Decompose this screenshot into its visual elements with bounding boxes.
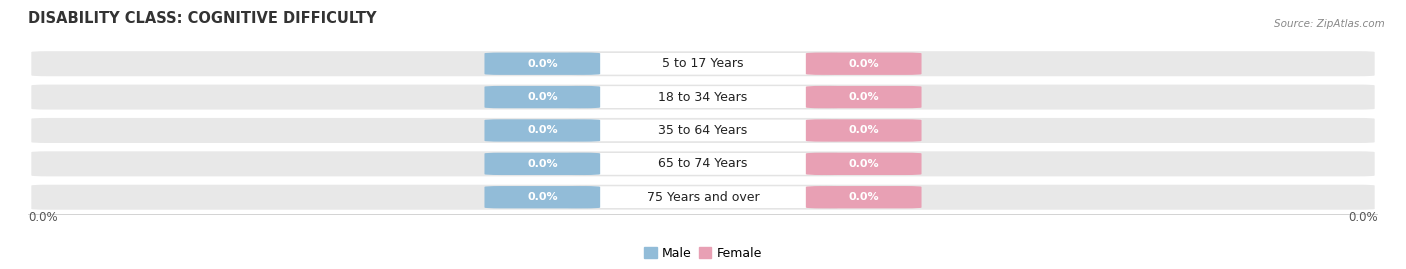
Text: 0.0%: 0.0% [848, 125, 879, 136]
FancyBboxPatch shape [485, 119, 600, 142]
Text: 18 to 34 Years: 18 to 34 Years [658, 91, 748, 104]
FancyBboxPatch shape [806, 52, 921, 75]
Text: 35 to 64 Years: 35 to 64 Years [658, 124, 748, 137]
Text: 0.0%: 0.0% [527, 59, 558, 69]
FancyBboxPatch shape [806, 119, 921, 142]
Text: DISABILITY CLASS: COGNITIVE DIFFICULTY: DISABILITY CLASS: COGNITIVE DIFFICULTY [28, 11, 377, 26]
FancyBboxPatch shape [806, 186, 921, 208]
Text: 0.0%: 0.0% [28, 211, 58, 224]
FancyBboxPatch shape [568, 153, 838, 175]
FancyBboxPatch shape [31, 185, 1375, 210]
FancyBboxPatch shape [485, 186, 600, 208]
FancyBboxPatch shape [568, 186, 838, 208]
FancyBboxPatch shape [568, 52, 838, 75]
Text: 5 to 17 Years: 5 to 17 Years [662, 57, 744, 70]
Text: Source: ZipAtlas.com: Source: ZipAtlas.com [1274, 19, 1385, 29]
Text: 0.0%: 0.0% [527, 125, 558, 136]
FancyBboxPatch shape [485, 86, 600, 108]
Text: 0.0%: 0.0% [527, 192, 558, 202]
FancyBboxPatch shape [806, 86, 921, 108]
FancyBboxPatch shape [568, 86, 838, 108]
Text: 0.0%: 0.0% [848, 159, 879, 169]
Text: 0.0%: 0.0% [527, 92, 558, 102]
FancyBboxPatch shape [485, 153, 600, 175]
Text: 0.0%: 0.0% [527, 159, 558, 169]
FancyBboxPatch shape [31, 151, 1375, 176]
Text: 75 Years and over: 75 Years and over [647, 191, 759, 204]
FancyBboxPatch shape [485, 52, 600, 75]
Legend: Male, Female: Male, Female [640, 242, 766, 265]
Text: 0.0%: 0.0% [1348, 211, 1378, 224]
FancyBboxPatch shape [31, 84, 1375, 109]
FancyBboxPatch shape [568, 119, 838, 142]
Text: 65 to 74 Years: 65 to 74 Years [658, 157, 748, 170]
FancyBboxPatch shape [31, 118, 1375, 143]
Text: 0.0%: 0.0% [848, 92, 879, 102]
Text: 0.0%: 0.0% [848, 59, 879, 69]
FancyBboxPatch shape [31, 51, 1375, 76]
FancyBboxPatch shape [806, 153, 921, 175]
Text: 0.0%: 0.0% [848, 192, 879, 202]
